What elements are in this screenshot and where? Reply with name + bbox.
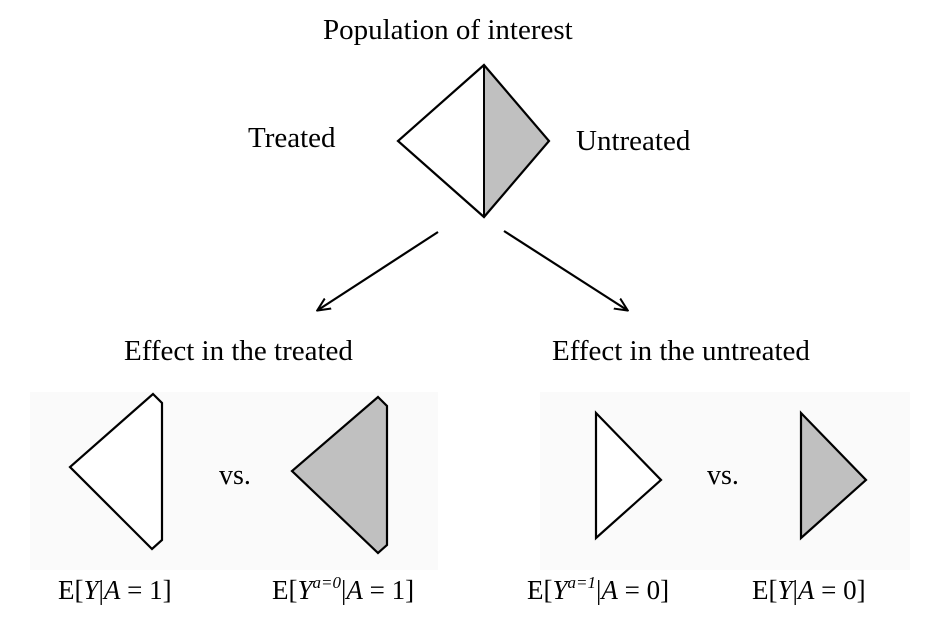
shape-treated-counterfactual — [290, 395, 389, 555]
heading-effect-untreated: Effect in the untreated — [552, 335, 810, 367]
arrow-to-untreated — [503, 230, 627, 310]
label-treated: Treated — [248, 122, 336, 154]
shape-treated-observed — [68, 392, 164, 551]
title: Population of interest — [323, 14, 573, 46]
arrow-to-treated — [318, 231, 439, 310]
expr-untreated-observed: E[Y|A = 0] — [752, 575, 866, 605]
vs-label-untreated: vs. — [707, 460, 739, 491]
expr-untreated-counterfactual: E[Ya=1|A = 0] — [527, 573, 670, 605]
expr-treated-observed: E[Y|A = 1] — [58, 575, 172, 605]
expr-treated-counterfactual: E[Ya=0|A = 1] — [272, 573, 415, 605]
vs-label-treated: vs. — [219, 460, 251, 491]
diamond-untreated-half — [484, 65, 549, 217]
shape-untreated-observed — [799, 410, 868, 541]
heading-effect-treated: Effect in the treated — [124, 335, 353, 367]
shape-untreated-counterfactual — [594, 410, 663, 541]
label-untreated: Untreated — [576, 125, 691, 157]
population-diamond — [396, 63, 551, 219]
